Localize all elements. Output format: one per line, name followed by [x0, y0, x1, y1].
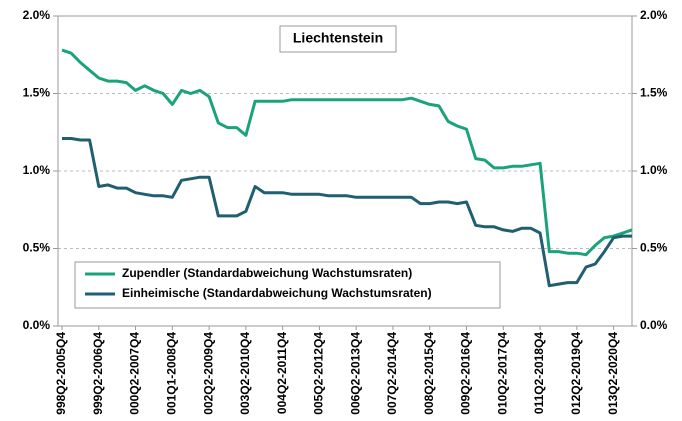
x-tick-label: 999Q2-2006Q4 — [91, 332, 105, 415]
series-line — [61, 48, 633, 257]
title-box — [279, 25, 397, 53]
chart-title: Liechtenstein — [293, 30, 383, 46]
y2-tick-label: 1.0% — [640, 163, 668, 177]
x-tick-label: 998Q2-2005Q4 — [54, 332, 68, 415]
y-tick-label: 0.0% — [23, 318, 51, 332]
legend-label: Einheimische (Standardabweichung Wachstu… — [122, 286, 432, 300]
y-tick-label: 0.5% — [23, 241, 51, 255]
series-line — [62, 137, 632, 288]
x-tick-label: 000Q2-2007Q4 — [128, 332, 142, 415]
x-tick-label: 003Q2-2010Q4 — [238, 332, 252, 415]
y2-tick-label: 0.5% — [640, 241, 668, 255]
x-tick-label: 005Q2-2012Q4 — [312, 332, 326, 415]
x-tick-label: 010Q2-2017Q4 — [495, 332, 509, 415]
x-tick-label: 004Q2-2011Q4 — [275, 332, 289, 414]
x-tick-label: 009Q2-2016Q4 — [459, 332, 473, 415]
x-tick-label: 006Q2-2013Q4 — [348, 332, 362, 415]
y2-tick-label: 0.0% — [640, 318, 668, 332]
y-tick-label: 1.0% — [23, 163, 51, 177]
y2-tick-label: 1.5% — [640, 86, 668, 100]
x-tick-label: 002Q2-2009Q4 — [201, 332, 215, 415]
y-tick-label: 2.0% — [23, 8, 51, 22]
legend-box — [74, 261, 501, 309]
x-tick-label: 008Q2-2015Q4 — [422, 332, 436, 415]
x-tick-label: 007Q2-2014Q4 — [385, 332, 399, 415]
legend-label: Zupendler (Standardabweichung Wachstumsr… — [122, 266, 412, 280]
x-tick-label: 013Q2-2020Q4 — [606, 332, 620, 415]
y2-tick-label: 2.0% — [640, 8, 668, 22]
x-tick-label: 011Q2-2018Q4 — [532, 332, 546, 414]
y-tick-label: 1.5% — [23, 86, 51, 100]
x-tick-label: 001Q1-2008Q4 — [164, 332, 178, 415]
x-tick-label: 012Q2-2019Q4 — [569, 332, 583, 415]
